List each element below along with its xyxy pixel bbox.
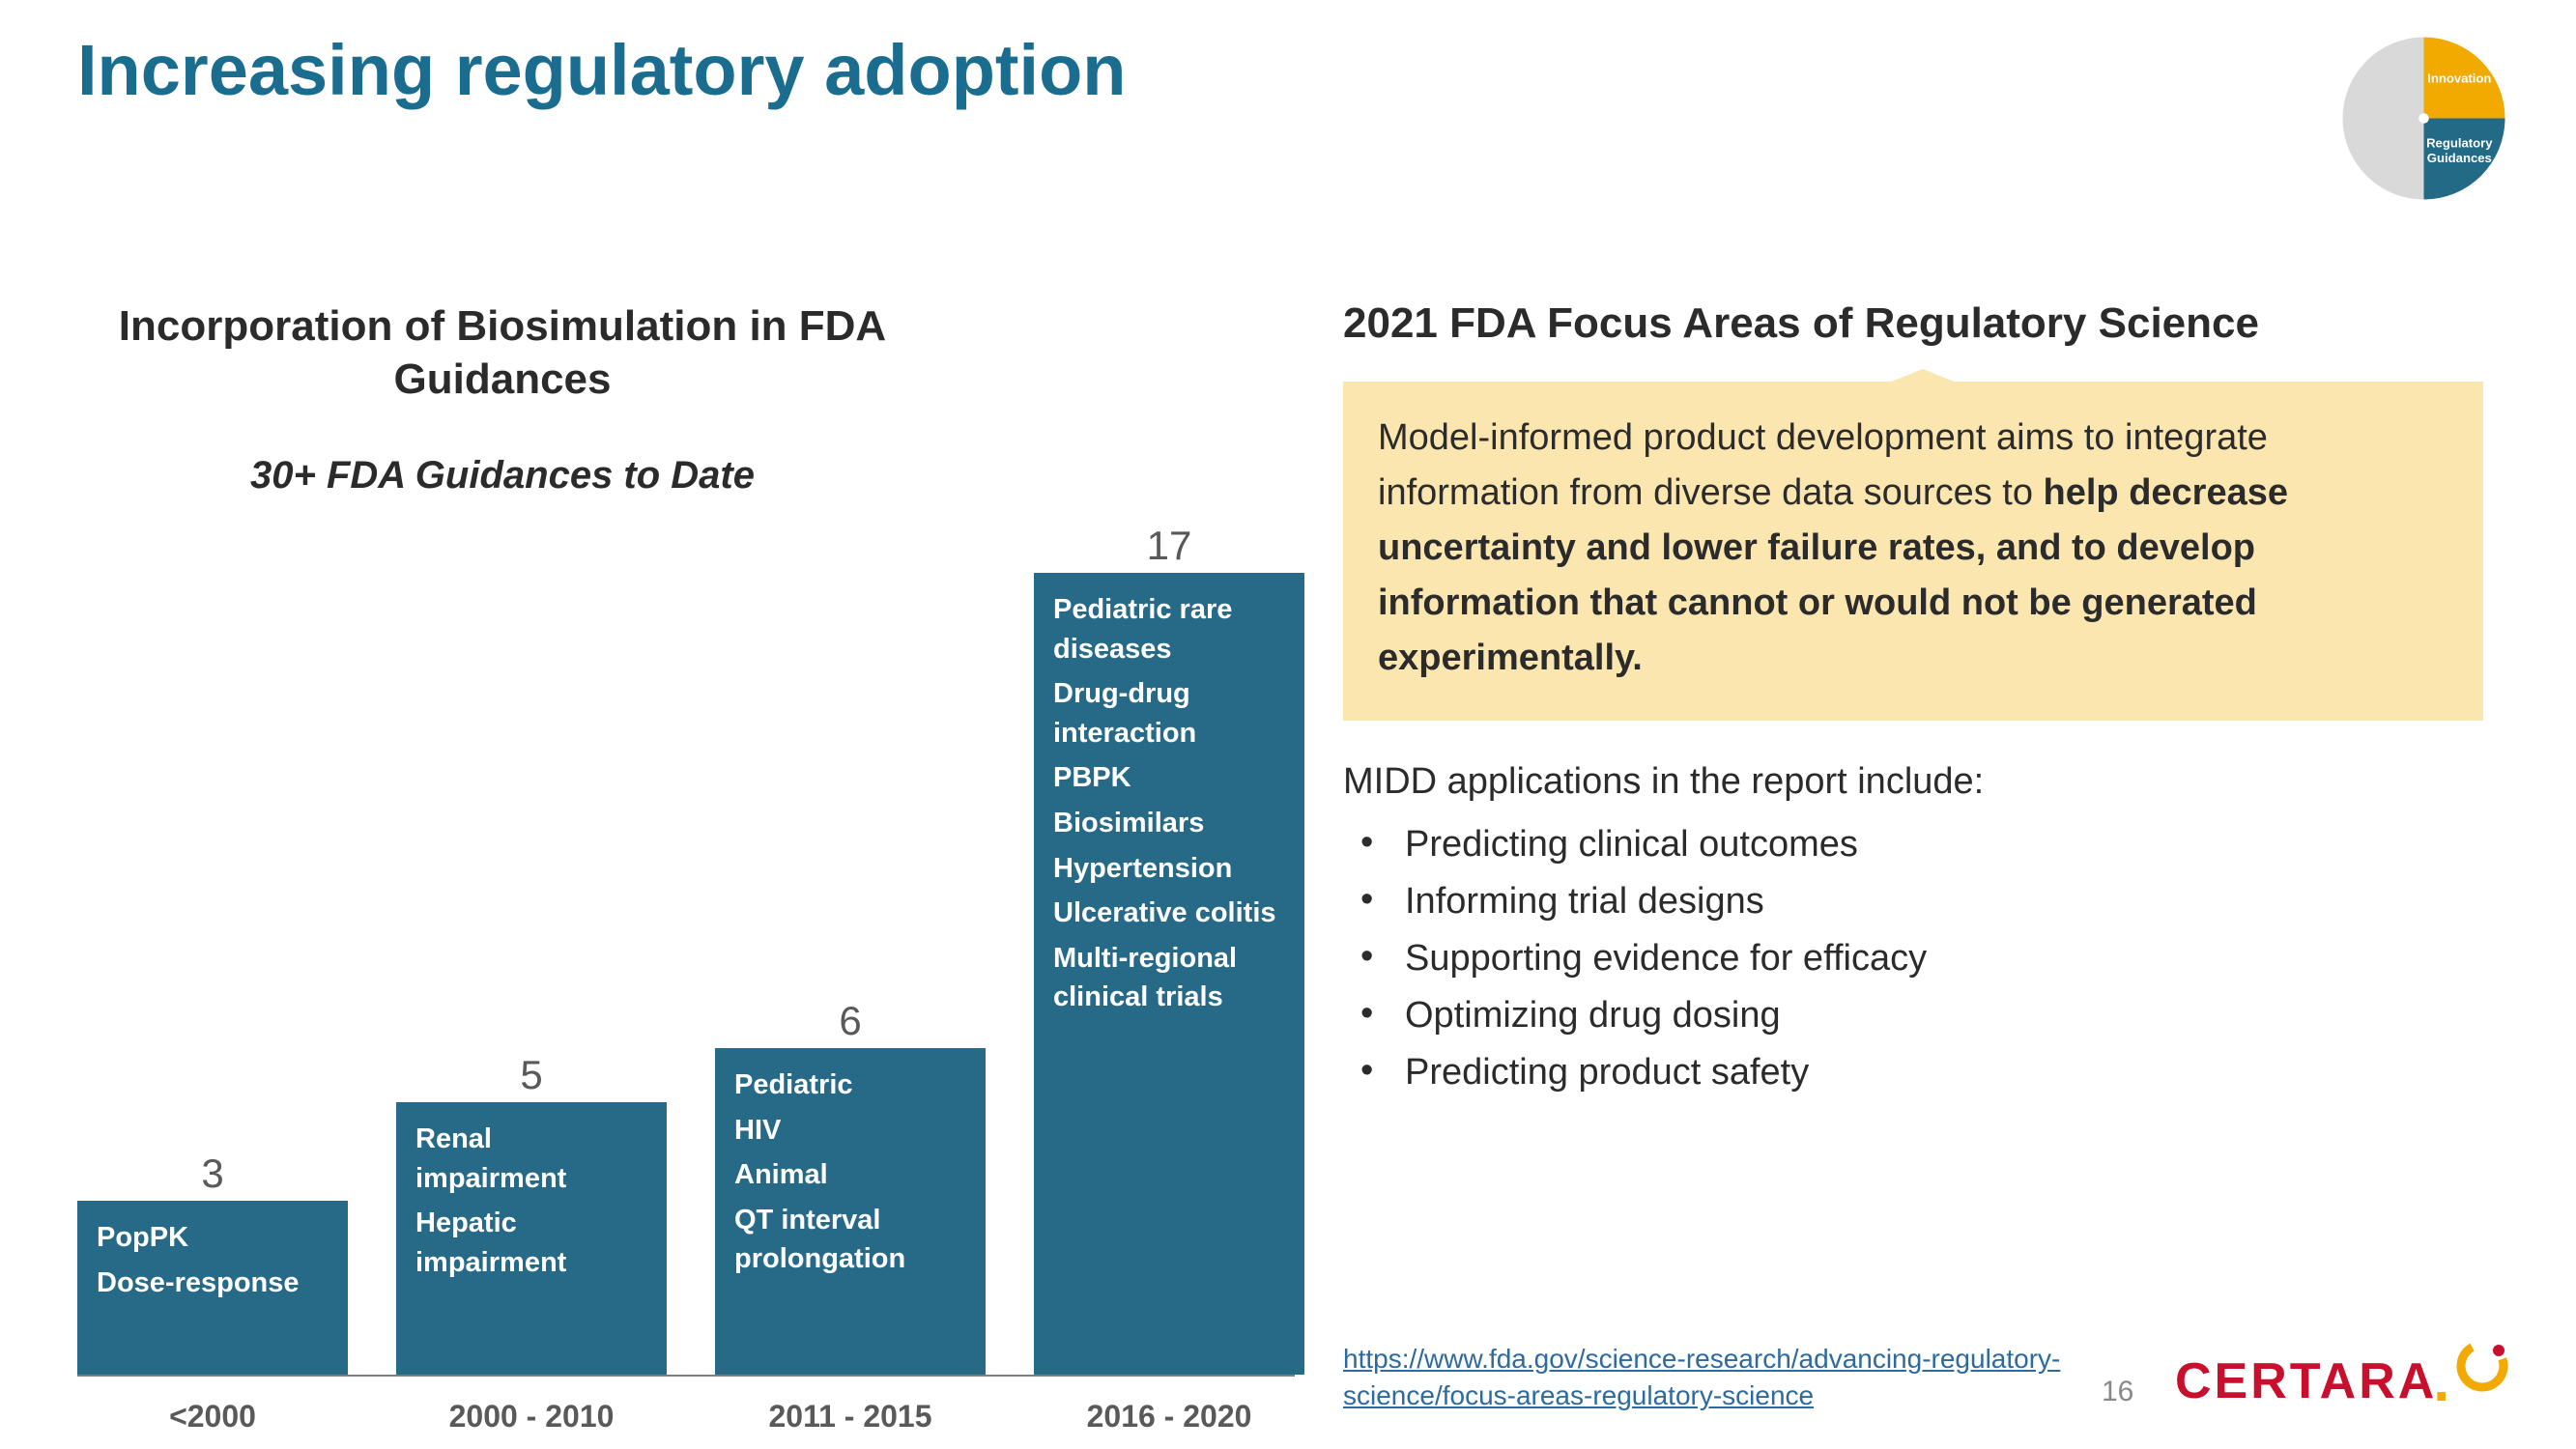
bar-value: 17 [1034,523,1304,569]
bar-group: 3PopPKDose-response [77,1201,348,1375]
list-item: Optimizing drug dosing [1378,987,2483,1044]
bar-item: HIV [734,1111,966,1151]
bar-item: QT interval prolongation [734,1201,966,1279]
bar-group: 6PediatricHIVAnimalQT interval prolongat… [715,1048,986,1375]
bar: Pediatric HIVAnimal QT interval prolongati… [715,1048,986,1375]
midd-intro: MIDD applications in the report include: [1343,761,2483,803]
bar-item: PBPK [1053,758,1285,798]
corner-pie-icon: Innovation RegulatoryGuidances [2339,34,2508,203]
bar-item: Hepatic impairment [415,1204,647,1282]
chart-baseline [77,1375,1295,1377]
svg-text:Innovation: Innovation [2427,71,2491,86]
svg-text:RegulatoryGuidances: RegulatoryGuidances [2426,135,2493,165]
bar-group: 5Renal impairmentHepatic impairment [396,1102,667,1375]
right-title: 2021 FDA Focus Areas of Regulatory Scien… [1343,299,2483,348]
brand-dot: . [2433,1348,2452,1414]
bar: Pediatric rare diseasesDrug-drug interac… [1034,573,1304,1375]
list-item: Predicting product safety [1378,1044,2483,1101]
brand-ring-icon [2456,1340,2508,1392]
list-item: Predicting clinical outcomes [1378,816,2483,873]
bar-item: Animal [734,1155,966,1195]
x-axis-label: 2011 - 2015 [715,1399,986,1435]
bar-value: 5 [396,1052,667,1098]
x-axis-label: 2000 - 2010 [396,1399,667,1435]
chart-title: Incorporation of Biosimulation in FDA Gu… [106,299,899,406]
bar: PopPK Dose-response [77,1201,348,1375]
list-item: Informing trial designs [1378,873,2483,930]
bar-item: Drug-drug interaction [1053,674,1285,753]
bar-value: 6 [715,998,986,1044]
bar-item: Pediatric [734,1065,966,1105]
slide-title: Increasing regulatory adoption [77,29,1127,111]
brand-logo: CERTARA. [2175,1348,2508,1414]
bar-group: 17Pediatric rare diseasesDrug-drug inter… [1034,573,1304,1375]
source-link[interactable]: https://www.fda.gov/science-research/adv… [1343,1341,2097,1414]
bar-item: Biosimilars [1053,804,1285,843]
list-item: Supporting evidence for efficacy [1378,930,2483,987]
chart-subtitle: 30+ FDA Guidances to Date [106,454,899,497]
chart-panel: Incorporation of Biosimulation in FDA Gu… [77,299,1295,1444]
bar-value: 3 [77,1151,348,1197]
bar-item: Hypertension [1053,849,1285,889]
midd-list: Predicting clinical outcomesInforming tr… [1343,816,2483,1101]
bar-item: Renal impairment [415,1120,647,1198]
right-panel: 2021 FDA Focus Areas of Regulatory Scien… [1343,299,2483,1101]
bar-item: Pediatric rare diseases [1053,590,1285,668]
callout-pointer [1855,369,1990,396]
x-axis-label: 2016 - 2020 [1034,1399,1304,1435]
bar-chart: 3PopPKDose-response<20005Renal impairmen… [77,517,1295,1444]
bar-item: Dose-response [97,1264,329,1303]
callout-box: Model-informed product development aims … [1343,382,2483,721]
bar-item: Ulcerative colitis [1053,894,1285,933]
page-number: 16 [2102,1376,2133,1408]
x-axis-label: <2000 [77,1399,348,1435]
bar-item: Multi-regional clinical trials [1053,939,1285,1017]
bar: Renal impairmentHepatic impairment [396,1102,667,1375]
brand-text: CERTARA [2175,1352,2437,1410]
bar-item: PopPK [97,1218,329,1258]
